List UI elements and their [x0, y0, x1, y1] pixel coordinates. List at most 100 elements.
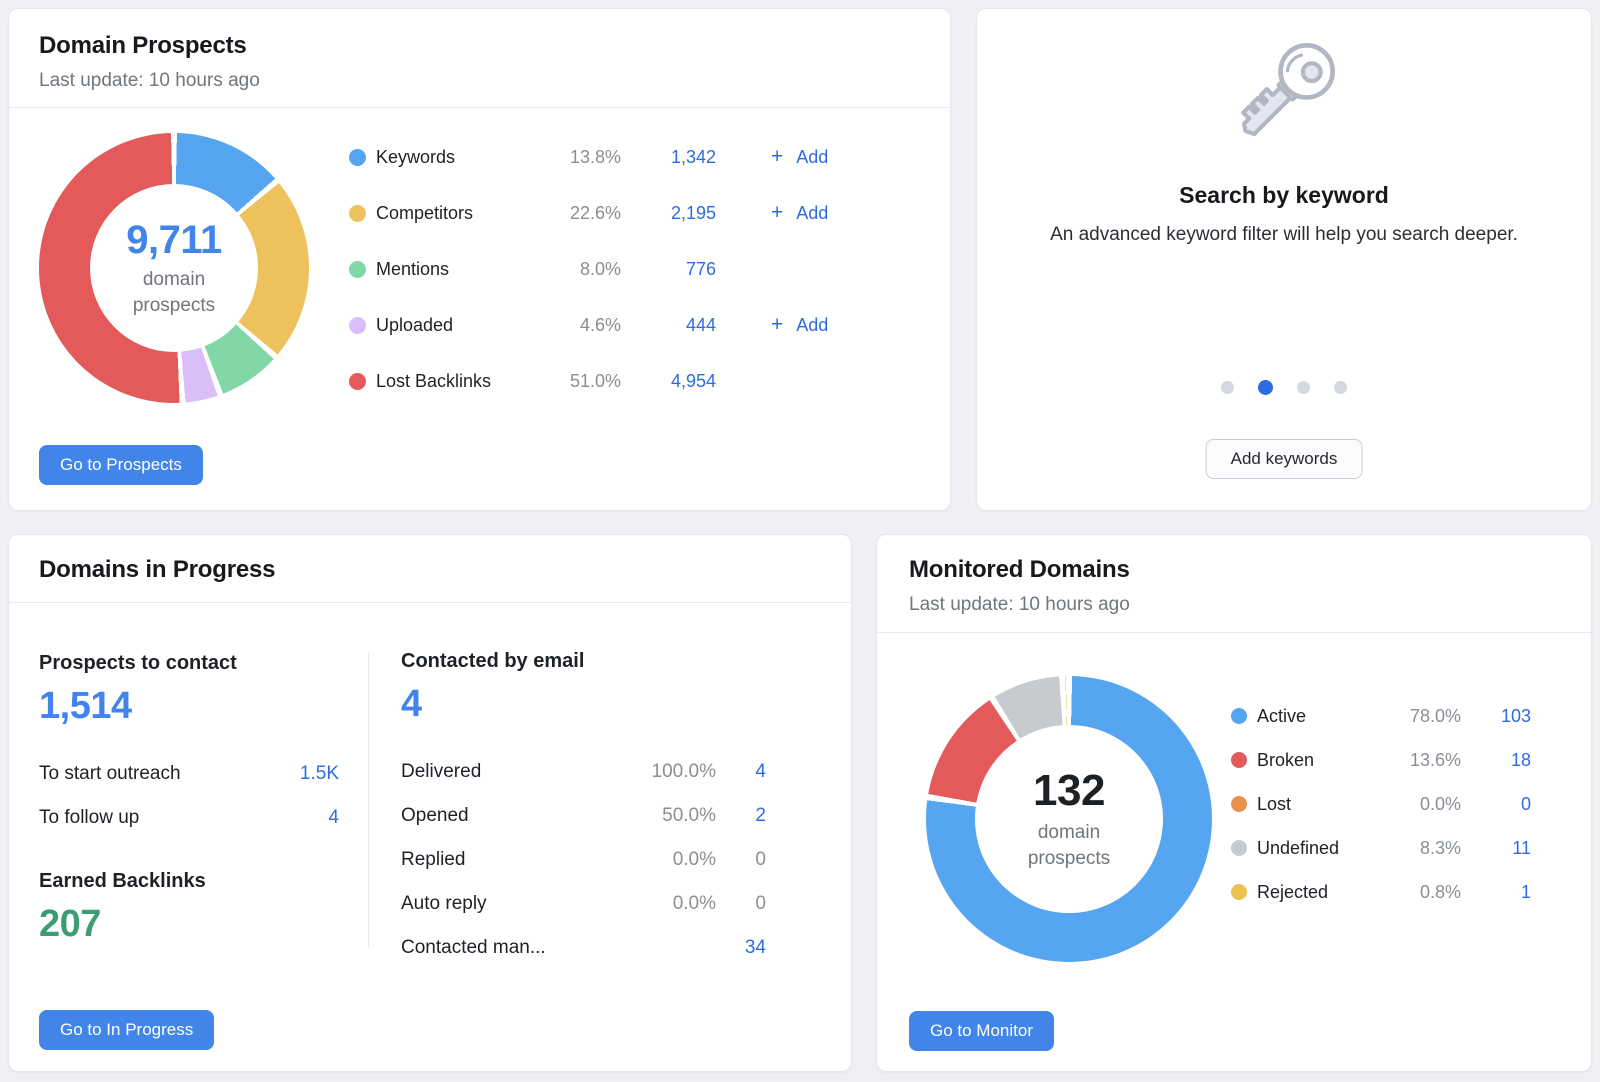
legend-label: Uploaded [376, 314, 454, 335]
domain-prospects-donut-chart: 9,711 domain prospects [39, 133, 309, 403]
stat-percent: 0.0% [672, 849, 716, 870]
search-by-keyword-title: Search by keyword [1179, 182, 1389, 208]
search-by-keyword-card: Search by keyword An advanced keyword fi… [976, 8, 1592, 511]
donut-center: 132 domain prospects [975, 725, 1163, 913]
legend-row: Lost Backlinks 51.0% 4,954 [349, 366, 856, 396]
outreach-rows: To start outreach 1.5K To follow up 4 [39, 762, 339, 830]
carousel-dot[interactable] [1297, 381, 1310, 394]
legend-percent: 13.6% [1409, 749, 1461, 770]
legend-count-link[interactable]: 1,342 [670, 146, 716, 167]
last-update-text: Last update: 10 hours ago [39, 70, 260, 91]
legend-percent: 8.0% [579, 258, 621, 279]
stat-row: Contacted man... 34 [401, 936, 766, 960]
legend-color-dot [349, 260, 366, 278]
stat-value: 0 [755, 849, 766, 870]
legend-row: Active 78.0% 103 [1231, 704, 1531, 728]
legend-percent: 78.0% [1409, 705, 1461, 726]
stat-value: 0 [755, 893, 766, 914]
legend-row: Broken 13.6% 18 [1231, 748, 1531, 772]
add-keywords-button[interactable]: Add keywords [1205, 439, 1363, 479]
stat-value[interactable]: 34 [744, 937, 766, 958]
card-title: Domain Prospects [39, 32, 247, 59]
legend-percent: 8.3% [1419, 837, 1461, 858]
go-to-prospects-button[interactable]: Go to Prospects [39, 445, 203, 485]
legend-count-link[interactable]: 18 [1510, 749, 1531, 770]
plus-icon: + [771, 201, 784, 224]
legend-row: Rejected 0.8% 1 [1231, 880, 1531, 904]
email-stats-list: Delivered 100.0% 4 Opened 50.0% 2 Replied 0.0% 0… [401, 760, 766, 960]
earned-backlinks-label: Earned Backlinks [39, 870, 206, 892]
monitored-domains-donut-chart: 132 domain prospects [926, 676, 1212, 962]
go-to-monitor-button[interactable]: Go to Monitor [909, 1011, 1054, 1051]
legend-color-dot [1231, 708, 1247, 724]
stat-row: Replied 0.0% 0 [401, 848, 766, 872]
legend-color-dot [1231, 884, 1247, 900]
last-update-text: Last update: 10 hours ago [909, 594, 1130, 615]
prospects-to-contact-label: Prospects to contact [39, 652, 237, 674]
add-link[interactable]: + Add [726, 201, 856, 224]
legend-color-dot [1231, 752, 1247, 768]
legend-label: Broken [1257, 749, 1315, 770]
card-title: Domains in Progress [39, 556, 276, 583]
contacted-by-email-value[interactable]: 4 [401, 683, 422, 725]
legend-percent: 0.0% [1419, 793, 1461, 814]
legend-label: Mentions [376, 258, 450, 279]
carousel-dot[interactable] [1258, 380, 1273, 395]
legend-label: Active [1257, 705, 1307, 726]
to-start-outreach-label: To start outreach [39, 763, 181, 784]
stat-row: Delivered 100.0% 4 [401, 760, 766, 784]
vertical-divider [368, 652, 369, 948]
legend-count-link[interactable]: 4,954 [670, 370, 716, 391]
legend-count-link[interactable]: 103 [1500, 705, 1531, 726]
carousel-dot[interactable] [1221, 381, 1234, 394]
carousel-dot[interactable] [1334, 381, 1347, 394]
legend-row: Competitors 22.6% 2,195 + Add [349, 198, 856, 228]
legend-label: Keywords [376, 146, 456, 167]
contacted-by-email-section: Contacted by email 4 Delivered 100.0% 4 Ope… [401, 650, 766, 980]
stat-percent: 50.0% [662, 805, 716, 826]
carousel-dots [1221, 380, 1347, 395]
add-link[interactable]: + Add [726, 146, 856, 168]
card-title: Monitored Domains [909, 556, 1130, 583]
domain-prospects-legend: Keywords 13.8% 1,342 + Add Competitors 22.6% 2,… [349, 142, 856, 422]
legend-count-link[interactable]: 0 [1520, 793, 1531, 814]
earned-backlinks-value: 207 [39, 903, 101, 945]
monitored-domains-card: Monitored Domains Last update: 10 hours … [876, 534, 1592, 1072]
stat-value[interactable]: 2 [755, 805, 766, 826]
add-link[interactable]: + Add [726, 314, 856, 336]
header-divider [9, 602, 851, 603]
legend-count-link[interactable]: 11 [1512, 837, 1531, 858]
stat-value[interactable]: 4 [755, 761, 766, 782]
donut-center-value: 132 [1033, 766, 1105, 815]
legend-color-dot [1231, 796, 1247, 812]
to-follow-up-row: To follow up 4 [39, 806, 339, 830]
go-to-in-progress-button[interactable]: Go to In Progress [39, 1010, 215, 1050]
legend-color-dot [349, 204, 366, 222]
to-start-outreach-value[interactable]: 1.5K [299, 763, 339, 784]
prospects-to-contact-value[interactable]: 1,514 [39, 685, 132, 727]
dashboard-bottom-row: Domains in Progress Prospects to contact… [8, 534, 1592, 1072]
to-start-outreach-row: To start outreach 1.5K [39, 762, 339, 786]
legend-label: Undefined [1257, 837, 1340, 858]
legend-color-dot [349, 148, 366, 166]
legend-color-dot [1231, 840, 1247, 856]
monitored-domains-header: Monitored Domains Last update: 10 hours … [877, 535, 1591, 616]
legend-label: Rejected [1257, 881, 1329, 902]
monitored-domains-legend: Active 78.0% 103 Broken 13.6% 18 Lost 0.0% 0 Unde… [1231, 704, 1531, 924]
legend-count-link[interactable]: 2,195 [670, 202, 716, 223]
to-follow-up-value[interactable]: 4 [328, 807, 339, 828]
legend-count-link[interactable]: 444 [685, 314, 716, 335]
domains-in-progress-card: Domains in Progress Prospects to contact… [8, 534, 852, 1072]
add-link-label: Add [796, 146, 829, 167]
domain-prospects-header: Domain Prospects Last update: 10 hours a… [9, 9, 950, 92]
key-icon [1240, 43, 1335, 137]
search-by-keyword-description: An advanced keyword filter will help you… [1050, 224, 1518, 245]
donut-center: 9,711 domain prospects [90, 184, 258, 352]
legend-label: Lost Backlinks [376, 370, 492, 391]
domains-in-progress-header: Domains in Progress [9, 535, 851, 584]
legend-count-link[interactable]: 1 [1520, 881, 1531, 902]
donut-center-label: domain prospects [1027, 822, 1111, 869]
stat-label: Delivered [401, 761, 482, 782]
legend-count-link[interactable]: 776 [685, 258, 716, 279]
